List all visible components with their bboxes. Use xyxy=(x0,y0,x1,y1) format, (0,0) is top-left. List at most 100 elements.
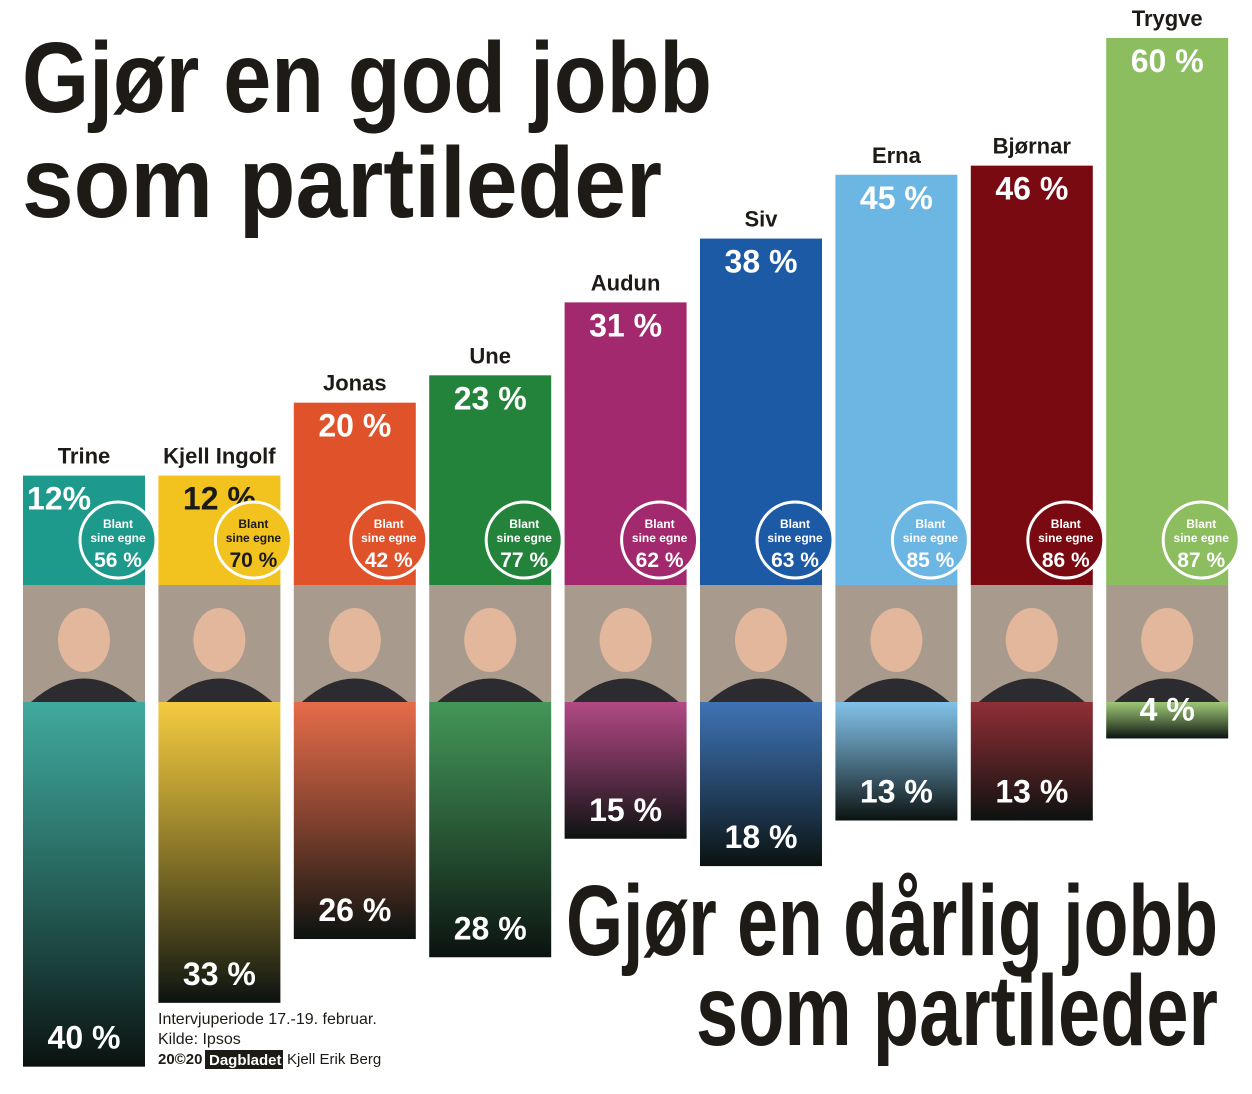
photo-head xyxy=(193,608,246,672)
own-party-circle xyxy=(213,500,293,580)
title-good-line: som partileder xyxy=(22,127,662,239)
own-party-label: sine egne xyxy=(903,531,959,545)
own-party-label: sine egne xyxy=(90,531,146,545)
category-label: Une xyxy=(469,343,511,368)
own-party-circle xyxy=(349,500,429,580)
own-party-circle xyxy=(1161,500,1241,580)
bad-bar xyxy=(429,702,552,958)
bad-value-label: 26 % xyxy=(318,892,391,928)
category-label: Bjørnar xyxy=(993,134,1072,159)
bad-value-label: 28 % xyxy=(454,910,527,946)
bad-value-label: 13 % xyxy=(860,774,933,810)
footer-brand: Dagbladet xyxy=(209,1052,282,1069)
own-party-label: sine egne xyxy=(1174,531,1230,545)
brand-box xyxy=(205,1050,283,1069)
own-party-label: Blant xyxy=(238,517,268,531)
good-value-label: 60 % xyxy=(1131,43,1204,79)
own-party-value: 85 % xyxy=(906,549,954,572)
bad-bar xyxy=(835,702,958,821)
bad-value-label: 40 % xyxy=(48,1020,121,1056)
own-party-value: 63 % xyxy=(771,549,819,572)
photo-body xyxy=(708,678,814,702)
own-party-label: Blant xyxy=(103,517,133,531)
footer-source: Kilde: Ipsos xyxy=(158,1031,241,1048)
bad-value-label: 33 % xyxy=(183,956,256,992)
photo-head xyxy=(328,608,381,672)
photo-body xyxy=(437,678,544,702)
own-party-circle xyxy=(890,500,970,580)
bad-bar xyxy=(293,702,416,940)
photo-body xyxy=(978,678,1085,702)
title-good-line: Gjør en god jobb xyxy=(22,22,712,134)
own-party-value: 70 % xyxy=(229,549,277,572)
bad-value-label: 13 % xyxy=(995,774,1068,810)
bad-bar xyxy=(700,702,822,867)
own-party-label: sine egne xyxy=(226,531,282,545)
good-value-label: 31 % xyxy=(589,307,662,343)
bad-bar xyxy=(23,702,145,1067)
category-label: Trygve xyxy=(1132,6,1203,31)
photo-head xyxy=(735,608,787,672)
photo-head xyxy=(464,608,517,672)
photo-body xyxy=(843,678,950,702)
category-label: Trine xyxy=(58,444,111,469)
good-value-label: 20 % xyxy=(318,408,391,444)
own-party-label: sine egne xyxy=(497,531,553,545)
photo-head xyxy=(870,608,923,672)
bad-value-label: 4 % xyxy=(1140,691,1195,727)
bad-value-label: 18 % xyxy=(725,819,798,855)
good-value-label: 23 % xyxy=(454,380,527,416)
footer-period: Intervjuperiode 17.-19. februar. xyxy=(158,1011,377,1028)
own-party-label: Blant xyxy=(509,517,539,531)
category-label: Siv xyxy=(744,207,778,232)
photo-head xyxy=(599,608,652,672)
category-label: Kjell Ingolf xyxy=(163,444,276,469)
good-bar xyxy=(1106,38,1229,585)
footer-year: 20©20 xyxy=(158,1051,202,1068)
photo-head xyxy=(1141,608,1194,672)
photo-body xyxy=(572,678,679,702)
own-party-circle xyxy=(1026,500,1106,580)
photo-head xyxy=(1005,608,1058,672)
own-party-label: sine egne xyxy=(632,531,688,545)
own-party-label: Blant xyxy=(374,517,404,531)
own-party-value: 62 % xyxy=(636,549,684,572)
own-party-circle xyxy=(620,500,700,580)
own-party-label: Blant xyxy=(645,517,675,531)
own-party-label: Blant xyxy=(1051,517,1081,531)
own-party-label: sine egne xyxy=(767,531,823,545)
bad-bar xyxy=(564,702,687,839)
photo-body xyxy=(31,678,137,702)
own-party-value: 42 % xyxy=(365,549,413,572)
title-bad-line: som partileder xyxy=(696,955,1218,1067)
own-party-label: Blant xyxy=(915,517,945,531)
good-value-label: 38 % xyxy=(725,244,798,280)
category-label: Erna xyxy=(872,143,922,168)
own-party-label: sine egne xyxy=(361,531,417,545)
photo-head xyxy=(58,608,110,672)
photo-body xyxy=(1114,678,1221,702)
own-party-circle xyxy=(78,500,158,580)
good-value-label: 12% xyxy=(27,481,91,517)
category-label: Jonas xyxy=(323,371,387,396)
bad-bar xyxy=(1106,702,1229,739)
own-party-label: Blant xyxy=(1186,517,1216,531)
photo-body xyxy=(166,678,273,702)
footer-author: Kjell Erik Berg xyxy=(287,1051,381,1068)
own-party-circle xyxy=(755,500,835,580)
own-party-label: Blant xyxy=(780,517,810,531)
own-party-label: sine egne xyxy=(1038,531,1094,545)
title-bad-line: Gjør en dårlig jobb xyxy=(566,865,1218,977)
own-party-value: 56 % xyxy=(94,549,142,572)
photo-body xyxy=(301,678,408,702)
own-party-value: 77 % xyxy=(500,549,548,572)
good-value-label: 46 % xyxy=(995,171,1068,207)
good-value-label: 45 % xyxy=(860,180,933,216)
bad-bar xyxy=(970,702,1093,821)
bad-bar xyxy=(158,702,281,1003)
own-party-circle xyxy=(484,500,564,580)
own-party-value: 86 % xyxy=(1042,549,1090,572)
category-label: Audun xyxy=(591,270,661,295)
bad-value-label: 15 % xyxy=(589,792,662,828)
